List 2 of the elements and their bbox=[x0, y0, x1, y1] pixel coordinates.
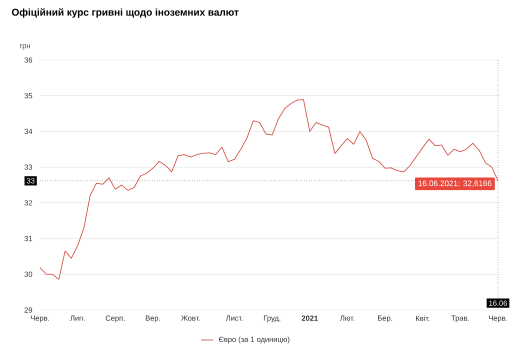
chart-title: Офіційний курс гривні щодо іноземних валют bbox=[12, 8, 239, 18]
line-series bbox=[40, 99, 498, 280]
